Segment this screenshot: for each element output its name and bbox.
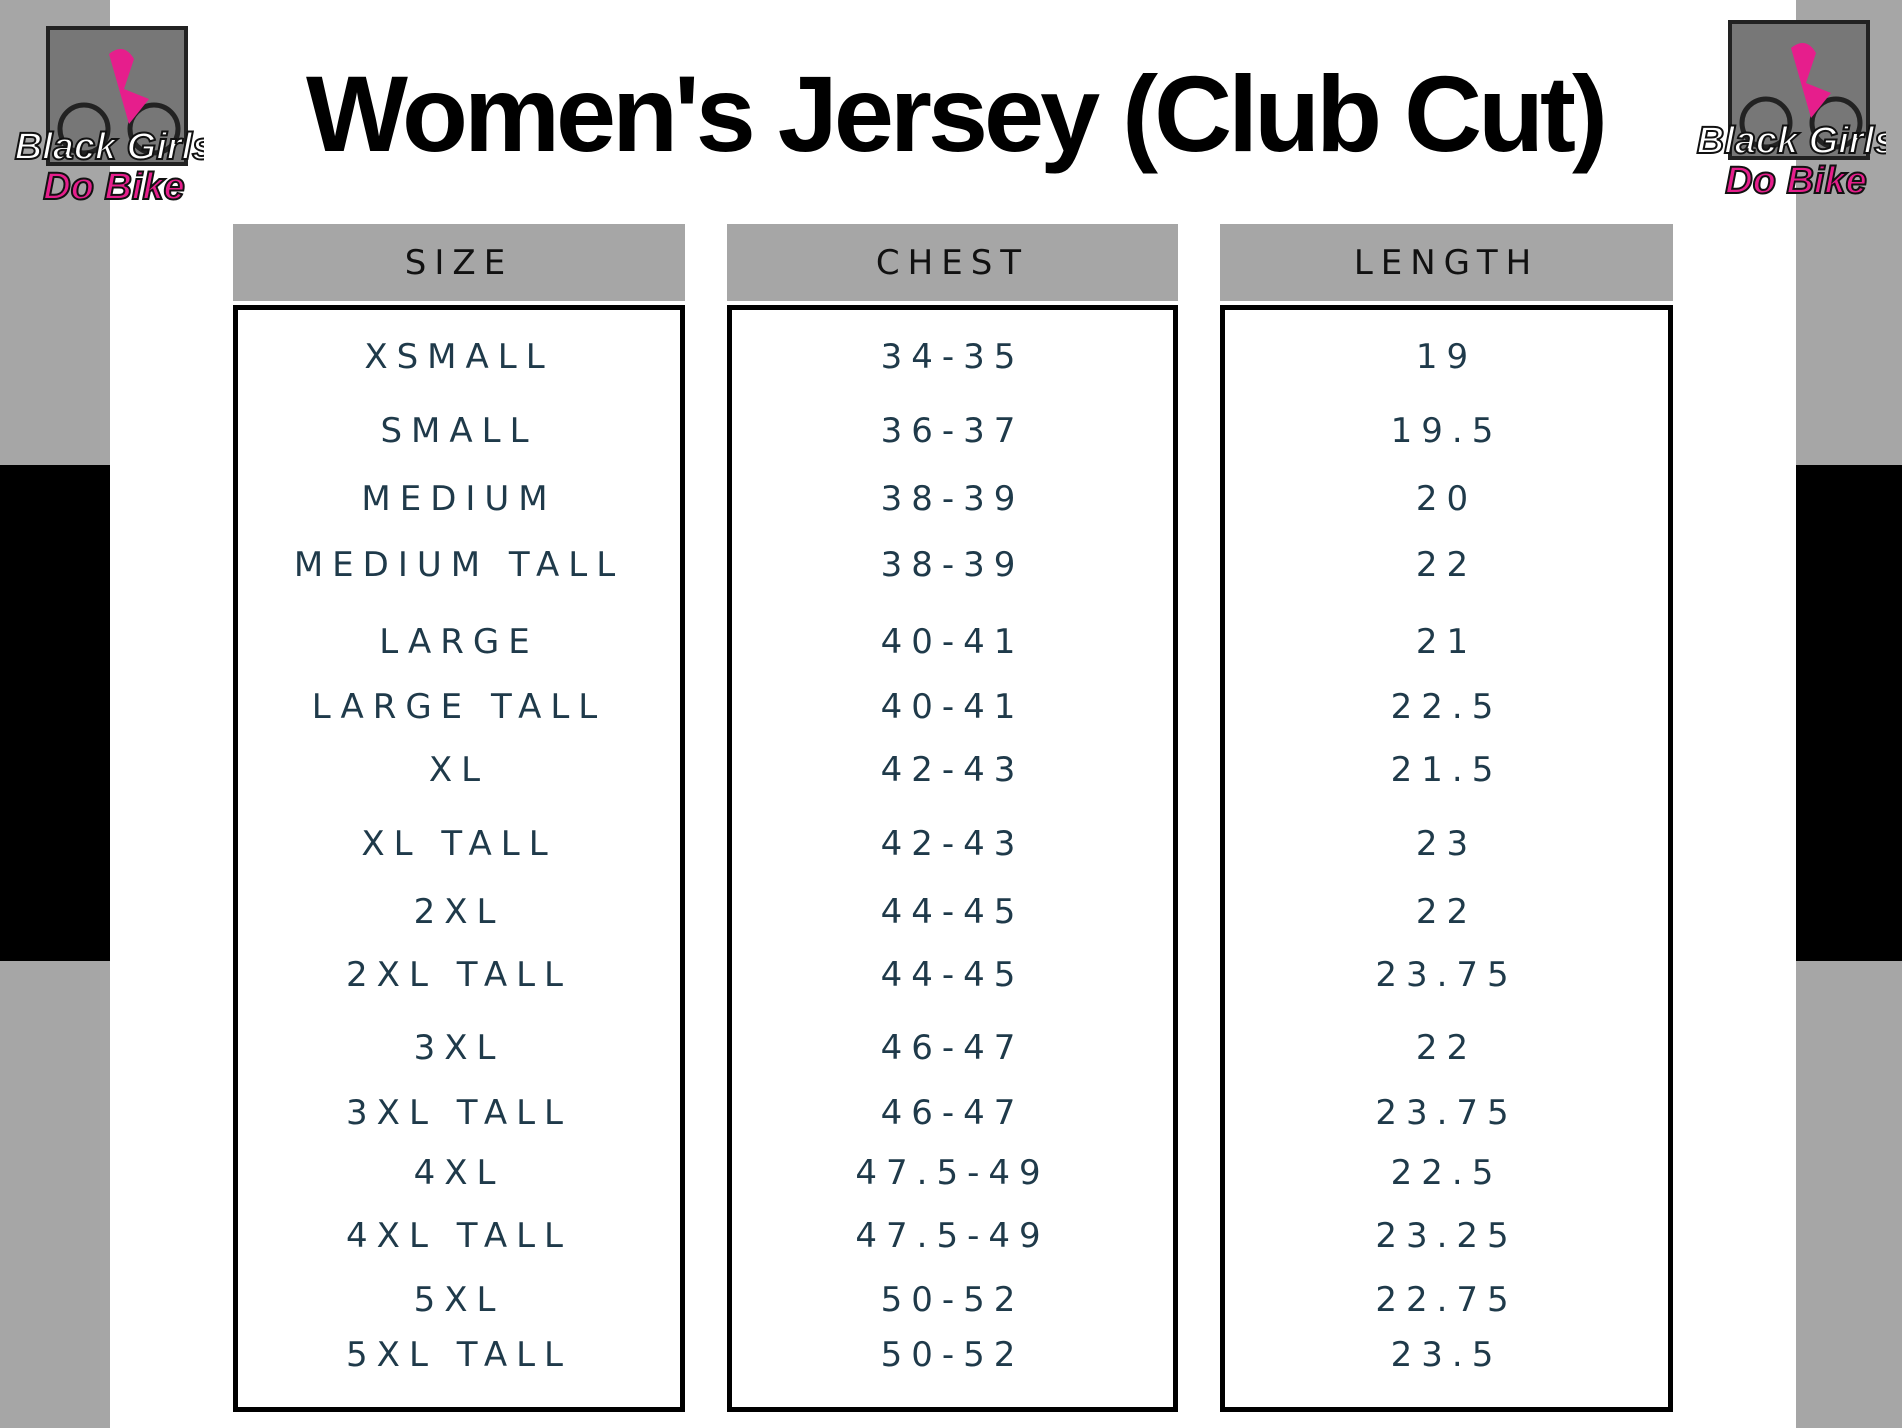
table-cell: 40-41: [880, 687, 1025, 727]
table-cell: 22: [1415, 892, 1478, 932]
table-cell: 42-43: [880, 824, 1025, 864]
table-cell: LARGE: [379, 622, 539, 662]
side-band-black: [0, 465, 110, 961]
table-cell: 22.5: [1390, 1153, 1503, 1193]
table-cell: 38-39: [880, 479, 1025, 519]
table-cell: 19.5: [1390, 411, 1503, 451]
table-cell: 23: [1415, 824, 1478, 864]
title: Women's Jersey (Club Cut): [306, 53, 1608, 174]
side-band: [1796, 0, 1902, 1428]
logo: Black Girls Do Bike: [1696, 20, 1886, 203]
logo-text: Black Girls: [15, 126, 204, 168]
table-cell: 23.75: [1375, 955, 1518, 995]
side-band: [0, 0, 110, 1428]
table-cell: 20: [1415, 479, 1478, 519]
table-cell: 3XL TALL: [346, 1093, 572, 1133]
table-cell: 2XL TALL: [346, 955, 572, 995]
table-cell: 44-45: [880, 955, 1025, 995]
table-cell: XSMALL: [364, 337, 554, 377]
table-cell: 50-52: [880, 1280, 1025, 1320]
table-cell: 47.5-49: [855, 1216, 1050, 1256]
column-header: LENGTH: [1220, 224, 1673, 301]
logo-text: Do Bike: [43, 166, 184, 208]
table-cell: MEDIUM TALL: [293, 545, 625, 585]
table-cell: SMALL: [380, 411, 538, 451]
table-cell: 40-41: [880, 622, 1025, 662]
column-header: CHEST: [727, 224, 1178, 301]
table-cell: 23.75: [1375, 1093, 1518, 1133]
column-box: [233, 305, 685, 1412]
table-cell: 36-37: [880, 411, 1025, 451]
table-cell: XL TALL: [361, 824, 557, 864]
logo-text: Black Girls: [1697, 120, 1886, 162]
side-band-black: [1796, 465, 1902, 961]
table-cell: 3XL: [413, 1028, 505, 1068]
table-cell: 22.75: [1375, 1280, 1518, 1320]
table-cell: 5XL: [413, 1280, 505, 1320]
table-cell: 22: [1415, 1028, 1478, 1068]
table-cell: 23.5: [1390, 1335, 1503, 1375]
table-cell: 4XL: [413, 1153, 505, 1193]
table-cell: 4XL TALL: [346, 1216, 572, 1256]
table-cell: 46-47: [880, 1093, 1025, 1133]
column-box: [727, 305, 1178, 1412]
table-cell: XL: [428, 750, 490, 790]
table-cell: 19: [1415, 337, 1478, 377]
table-cell: 38-39: [880, 545, 1025, 585]
table-cell: MEDIUM: [361, 479, 557, 519]
table-cell: 50-52: [880, 1335, 1025, 1375]
table-cell: 44-45: [880, 892, 1025, 932]
column-box: [1220, 305, 1673, 1412]
table-cell: 23.25: [1375, 1216, 1518, 1256]
table-cell: 22: [1415, 545, 1478, 585]
table-cell: 22.5: [1390, 687, 1503, 727]
table-cell: 2XL: [413, 892, 505, 932]
table-cell: LARGE TALL: [311, 687, 607, 727]
table-cell: 34-35: [880, 337, 1025, 377]
logo-text: Do Bike: [1725, 160, 1866, 202]
table-cell: 21: [1415, 622, 1478, 662]
logo: Black Girls Do Bike: [14, 26, 204, 209]
table-cell: 5XL TALL: [346, 1335, 572, 1375]
table-cell: 46-47: [880, 1028, 1025, 1068]
table-cell: 42-43: [880, 750, 1025, 790]
table-cell: 21.5: [1390, 750, 1503, 790]
column-header: SIZE: [233, 224, 685, 301]
table-cell: 47.5-49: [855, 1153, 1050, 1193]
